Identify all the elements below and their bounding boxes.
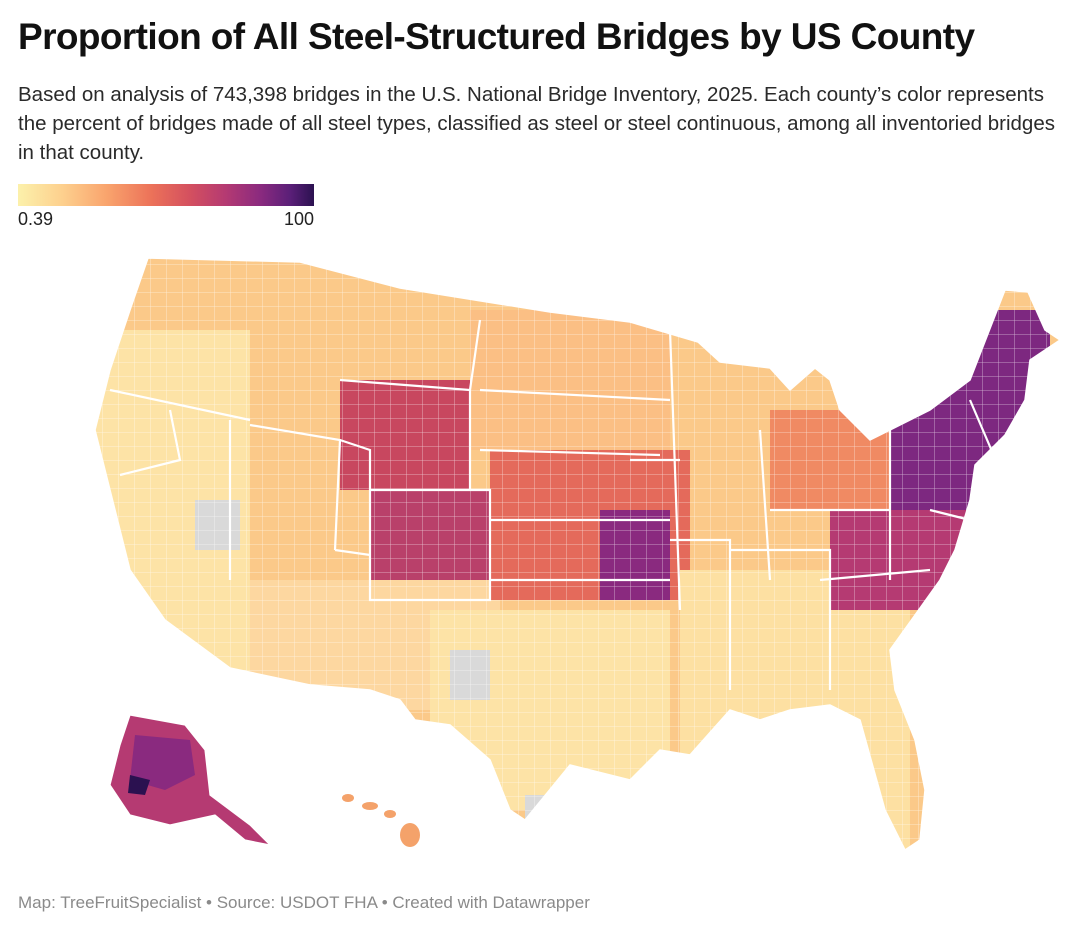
state-borders [109, 319, 1002, 690]
alaska [109, 714, 272, 846]
county-grid [95, 258, 1060, 850]
source-credit: Map: TreeFruitSpecialist • Source: USDOT… [18, 893, 590, 912]
legend-max-label: 100 [283, 209, 314, 229]
legend-min-label: 0.39 [18, 209, 54, 229]
legend-labels: 0.39 100 [18, 206, 314, 230]
hawaii [342, 794, 420, 847]
us-county-map [94, 257, 1060, 851]
color-legend: 0.39 100 [18, 184, 314, 230]
chart-subtitle: Based on analysis of 743,398 bridges in … [18, 83, 1055, 164]
legend-color-scale [18, 184, 314, 206]
chart-title: Proportion of All Steel-Structured Bridg… [18, 16, 975, 57]
